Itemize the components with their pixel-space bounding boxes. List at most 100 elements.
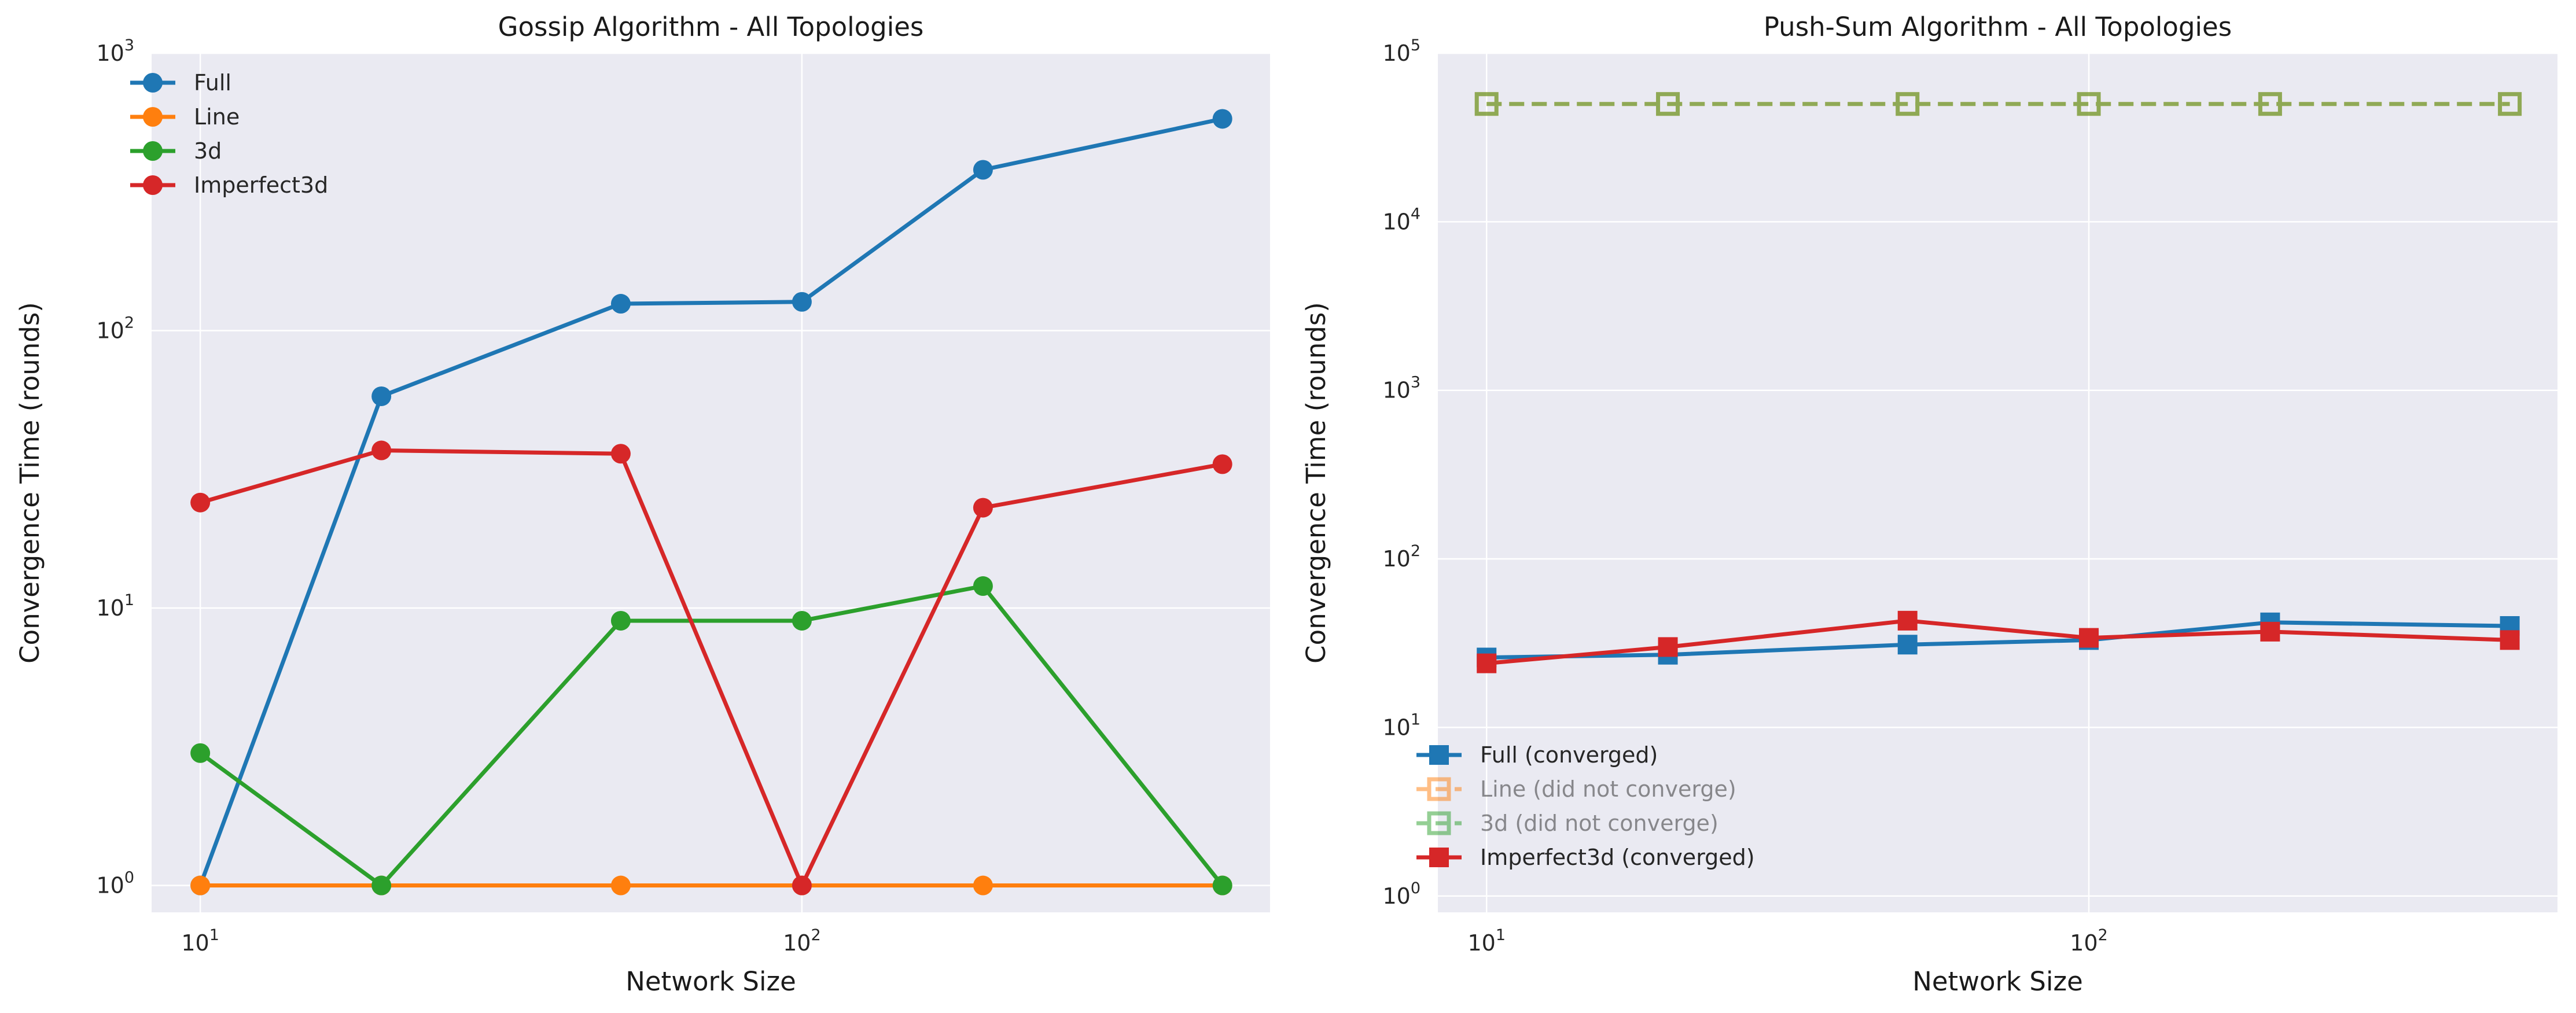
data-point (2498, 92, 2522, 116)
x-tick-exponent: 2 (2098, 926, 2108, 944)
data-point (2079, 628, 2099, 648)
series-line (1486, 620, 2510, 660)
data-point (1897, 635, 1918, 655)
series-line (1486, 618, 2510, 666)
legend-label: Imperfect3d (194, 172, 328, 198)
plot-area (1438, 53, 2557, 912)
data-point (2500, 630, 2520, 650)
legend-label: Full (converged) (1480, 742, 1658, 768)
data-point (610, 875, 631, 896)
y-tick-exponent: 4 (1411, 205, 1421, 223)
x-tick-base: 10 (2070, 930, 2097, 956)
data-point (371, 875, 392, 896)
legend-item: Imperfect3d (converged) (1416, 845, 1755, 870)
data-point (1656, 92, 1680, 116)
legend-swatch-marker (143, 141, 163, 161)
legend-swatch-marker (1429, 745, 1449, 765)
y-tick-exponent: 3 (124, 36, 134, 54)
legend-swatch-marker (1429, 848, 1449, 867)
data-point (1212, 875, 1232, 896)
data-point (973, 875, 993, 896)
y-tick-base: 10 (1382, 883, 1410, 909)
y-tick-base: 10 (1382, 40, 1410, 66)
data-point (610, 444, 631, 464)
data-point (2077, 92, 2101, 116)
legend-item: Imperfect3d (130, 172, 328, 198)
legend-swatch-marker (1427, 777, 1451, 801)
data-point (792, 610, 812, 631)
data-point (610, 294, 631, 314)
data-point (792, 875, 812, 896)
y-tick-exponent: 3 (1411, 374, 1421, 392)
data-point (190, 743, 211, 763)
legend-swatch-marker (143, 175, 163, 195)
y-tick-base: 10 (1382, 714, 1410, 740)
data-point (1474, 92, 1499, 116)
legend-swatch-marker (143, 107, 163, 127)
data-point (1897, 610, 1918, 631)
legend-item: Full (130, 70, 231, 95)
series-imperfect3d (1477, 610, 2520, 673)
series-line (199, 584, 1224, 888)
series-imperfect3d (190, 440, 1232, 896)
data-point (190, 875, 211, 896)
data-point (1896, 92, 1920, 116)
y-tick-label: 103 (1382, 374, 1421, 403)
y-axis-label: Convergence Time (rounds) (1301, 302, 1331, 664)
y-tick-label: 101 (96, 591, 134, 621)
data-point (371, 386, 392, 406)
y-tick-base: 10 (96, 40, 124, 66)
data-point (1658, 637, 1678, 657)
data-point (371, 440, 392, 461)
data-point (1212, 109, 1232, 129)
y-tick-base: 10 (1382, 378, 1410, 403)
legend-item: Line (did not converge) (1416, 776, 1736, 802)
y-tick-label: 105 (1382, 36, 1421, 66)
series-3d (190, 576, 1232, 896)
legend-item: 3d (130, 138, 222, 164)
legend-swatch-marker (143, 73, 163, 93)
x-tick-base: 10 (783, 930, 811, 956)
y-tick-exponent: 2 (124, 314, 134, 332)
x-tick-label: 102 (783, 926, 821, 956)
y-tick-base: 10 (96, 873, 124, 898)
legend-swatch-marker (1427, 811, 1451, 835)
x-tick-label: 101 (1467, 926, 1506, 956)
legend-item: 3d (did not converge) (1416, 811, 1718, 836)
x-tick-exponent: 1 (209, 926, 219, 944)
y-tick-exponent: 5 (1411, 36, 1421, 54)
data-point (610, 610, 631, 631)
y-tick-label: 100 (96, 869, 134, 898)
data-point (792, 292, 812, 312)
legend-item: Line (130, 104, 240, 130)
x-tick-label: 102 (2070, 926, 2108, 956)
legend-label: Line (194, 104, 240, 130)
data-point (973, 160, 993, 180)
x-axis-label: Network Size (625, 966, 796, 997)
x-tick-label: 101 (181, 926, 219, 956)
y-axis-label: Convergence Time (rounds) (14, 302, 45, 664)
data-point (190, 492, 211, 513)
x-tick-base: 10 (1467, 930, 1495, 956)
y-tick-label: 104 (1382, 205, 1421, 234)
legend-label: Full (194, 70, 231, 95)
y-tick-label: 101 (1382, 710, 1421, 740)
legend-label: Line (did not converge) (1480, 776, 1736, 802)
data-point (2260, 621, 2280, 642)
series-3d (1474, 92, 2522, 116)
y-tick-base: 10 (1382, 209, 1410, 234)
plot-area (152, 53, 1270, 912)
data-point (1477, 653, 1497, 673)
y-tick-label: 100 (1382, 879, 1421, 909)
y-tick-exponent: 1 (1411, 710, 1421, 728)
y-tick-label: 102 (1382, 542, 1421, 572)
y-tick-base: 10 (1382, 546, 1410, 572)
data-point (1212, 454, 1232, 474)
y-tick-base: 10 (96, 595, 124, 621)
y-tick-label: 103 (96, 36, 134, 66)
chart-title: Push-Sum Algorithm - All Topologies (1764, 12, 2232, 42)
y-tick-base: 10 (96, 318, 124, 344)
data-point (973, 498, 993, 518)
